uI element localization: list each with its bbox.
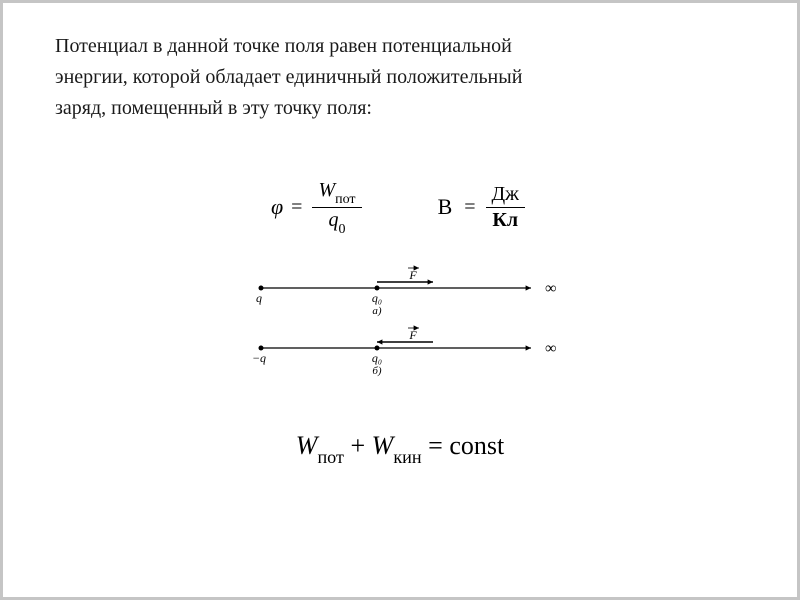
eq-const: = const <box>422 431 505 460</box>
phi-symbol: φ <box>271 190 283 224</box>
equals-1: = <box>291 192 302 223</box>
svg-text:∞: ∞ <box>545 340 556 357</box>
svg-text:q₀: q₀ <box>372 351 382 365</box>
svg-text:−q: −q <box>252 351 266 365</box>
W2: W <box>372 431 394 460</box>
svg-text:б): б) <box>372 365 382 377</box>
plus-sign: + <box>344 431 372 460</box>
volt-units: В = Дж Кл <box>438 182 529 233</box>
W1: W <box>296 431 318 460</box>
num-W: Wпот <box>312 178 361 208</box>
sub-kin: кин <box>393 447 421 467</box>
unit-C: Кл <box>486 208 524 233</box>
svg-text:F: F <box>408 268 417 282</box>
svg-text:а): а) <box>372 305 382 317</box>
energy-conservation: Wпот + Wкин = const <box>3 426 797 468</box>
svg-text:q₀: q₀ <box>372 291 382 305</box>
formula-row: φ = Wпот q0 В = Дж Кл <box>3 178 797 236</box>
def-line-3: заряд, помещенный в эту точку поля: <box>55 93 737 124</box>
svg-text:∞: ∞ <box>545 280 556 297</box>
svg-text:F: F <box>408 328 417 342</box>
svg-text:q: q <box>256 291 262 305</box>
sub-pot: пот <box>317 447 344 467</box>
def-line-2: энергии, которой обладает единичный поло… <box>55 62 737 93</box>
diagram-svg: qq₀а)F∞−qq₀б)F∞ <box>235 252 565 382</box>
den-q0: q0 <box>323 208 352 237</box>
force-diagram: qq₀а)F∞−qq₀б)F∞ <box>3 252 797 382</box>
physics-slide: Потенциал в данной точке поля равен поте… <box>0 0 800 600</box>
unit-J: Дж <box>486 182 525 208</box>
definition-text: Потенциал в данной точке поля равен поте… <box>3 31 797 124</box>
def-line-1: Потенциал в данной точке поля равен поте… <box>55 31 737 62</box>
frac-units: Дж Кл <box>486 182 525 233</box>
volt-symbol: В <box>438 190 453 224</box>
frac-W-q: Wпот q0 <box>312 178 361 236</box>
equals-2: = <box>464 192 475 223</box>
phi-formula: φ = Wпот q0 <box>271 178 366 236</box>
